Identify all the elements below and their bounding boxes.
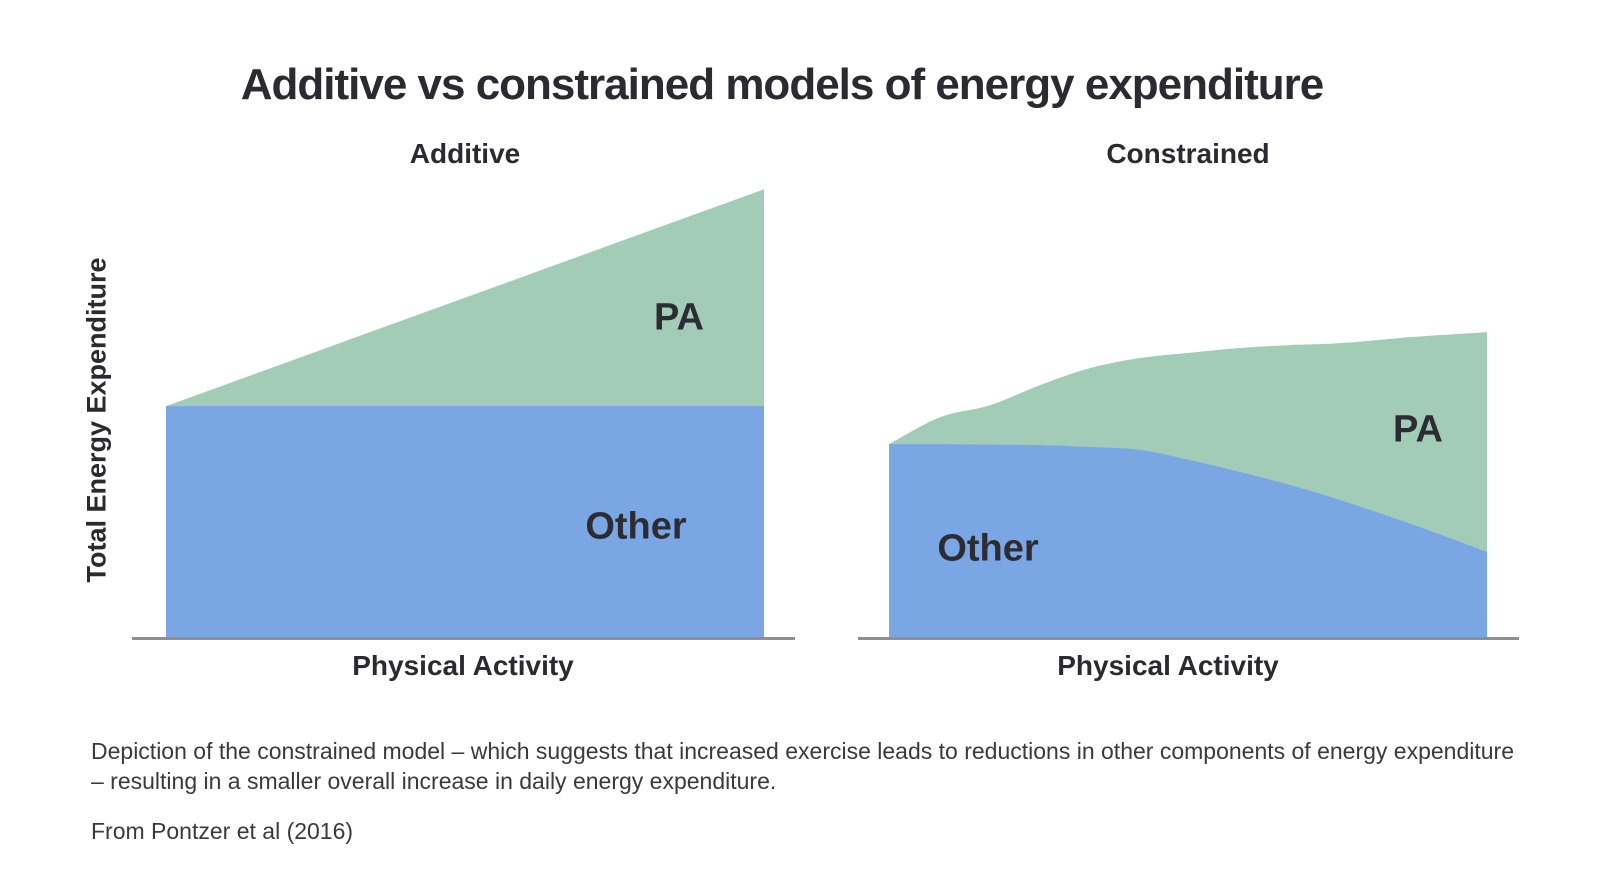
constrained-x-axis-label: Physical Activity: [1057, 650, 1279, 681]
constrained-chart-title: Constrained: [1106, 138, 1270, 169]
constrained-other-area: [889, 444, 1487, 638]
additive-other-area: [166, 406, 764, 638]
constrained-pa-series-label: PA: [1393, 408, 1443, 451]
additive-x-axis-label: Physical Activity: [352, 650, 574, 681]
y-axis-label: Total Energy Expenditure: [81, 257, 112, 583]
constrained-x-axis-line: [858, 637, 1519, 640]
figure-title: Additive vs constrained models of energy…: [240, 60, 1325, 109]
additive-area-chart: [166, 189, 764, 638]
constrained-other-series-label: Other: [937, 527, 1039, 570]
figure-caption: Depiction of the constrained model – whi…: [91, 738, 1515, 794]
constrained-area-chart: [889, 332, 1487, 638]
additive-other-series-label: Other: [585, 505, 687, 548]
additive-x-axis-line: [132, 637, 795, 640]
additive-pa-series-label: PA: [654, 296, 704, 339]
figure-source: From Pontzer et al (2016): [91, 818, 354, 844]
additive-chart-title: Additive: [409, 138, 521, 169]
